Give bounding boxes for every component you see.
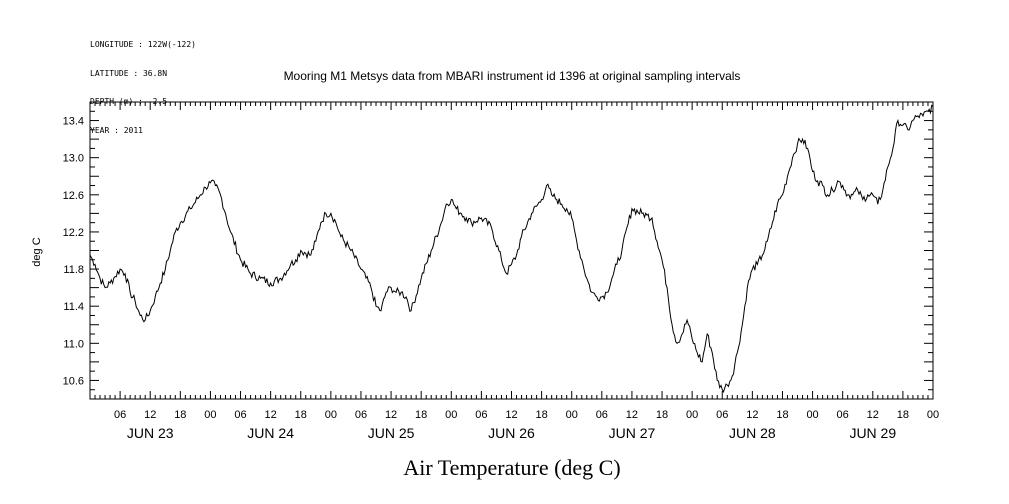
y-axis-label: deg C [31, 237, 43, 266]
x-tick-label: 12 [144, 409, 156, 421]
air-temperature-series-line [89, 104, 934, 394]
plot-frame [89, 101, 934, 400]
x-day-label: JUN 23 [127, 425, 174, 441]
year-text: YEAR : 2011 [90, 125, 143, 135]
x-tick-label: 18 [656, 409, 668, 421]
x-tick-label: 00 [686, 409, 698, 421]
x-tick-label: 06 [596, 409, 608, 421]
chart-title: Mooring M1 Metsys data from MBARI instru… [284, 69, 741, 83]
x-tick-label: 00 [566, 409, 578, 421]
x-tick-label: 12 [746, 409, 758, 421]
x-tick-labels: 06 12 18 00 06 12 18 00 06 12 18 00 06 12 18 00 06 12 18 00… [114, 409, 939, 421]
x-tick-label: 00 [325, 409, 337, 421]
x-tick-label: 18 [776, 409, 788, 421]
y-tick-label: 13.4 [63, 116, 84, 128]
x-tick-label: 06 [114, 409, 126, 421]
x-tick-label: 12 [626, 409, 638, 421]
x-tick-label: 18 [535, 409, 547, 421]
x-day-label: JUN 27 [609, 425, 656, 441]
x-day-label: JUN 25 [368, 425, 415, 441]
x-tick-label: 12 [265, 409, 277, 421]
y-tick-label: 12.2 [63, 227, 84, 239]
axis-ticks [89, 101, 934, 400]
longitude-text: LONGITUDE : 122W(-122) [90, 40, 196, 49]
x-tick-label: 00 [927, 409, 939, 421]
x-day-label: JUN 24 [247, 425, 294, 441]
x-tick-label: 12 [385, 409, 397, 421]
y-tick-label: 11.4 [63, 301, 84, 313]
x-tick-label: 06 [234, 409, 246, 421]
y-tick-label: 10.6 [63, 375, 84, 387]
x-tick-label: 18 [295, 409, 307, 421]
y-tick-label: 11.0 [63, 338, 84, 350]
x-tick-label: 18 [897, 409, 909, 421]
x-tick-label: 00 [445, 409, 457, 421]
latitude-text: LATITUDE : 36.8N [90, 68, 168, 78]
y-tick-label: 12.6 [63, 190, 84, 202]
x-day-label: JUN 29 [849, 425, 896, 441]
y-tick-label: 11.8 [63, 264, 84, 276]
x-tick-label: 06 [837, 409, 849, 421]
x-tick-label: 06 [716, 409, 728, 421]
x-tick-label: 06 [475, 409, 487, 421]
y-tick-labels: 13.4 13.0 12.6 12.2 11.8 11.4 11.0 10.6 [63, 116, 84, 388]
x-day-labels: JUN 23 JUN 24 JUN 25 JUN 26 JUN 27 JUN 28 JUN … [127, 425, 896, 441]
x-tick-label: 18 [174, 409, 186, 421]
x-tick-label: 12 [505, 409, 517, 421]
x-tick-label: 12 [867, 409, 879, 421]
x-tick-label: 00 [806, 409, 818, 421]
x-tick-label: 06 [355, 409, 367, 421]
x-axis-label: Air Temperature (deg C) [403, 455, 620, 480]
x-day-label: JUN 26 [488, 425, 535, 441]
x-tick-label: 00 [204, 409, 216, 421]
x-day-label: JUN 28 [729, 425, 776, 441]
x-tick-label: 18 [415, 409, 427, 421]
y-tick-label: 13.0 [63, 153, 84, 165]
